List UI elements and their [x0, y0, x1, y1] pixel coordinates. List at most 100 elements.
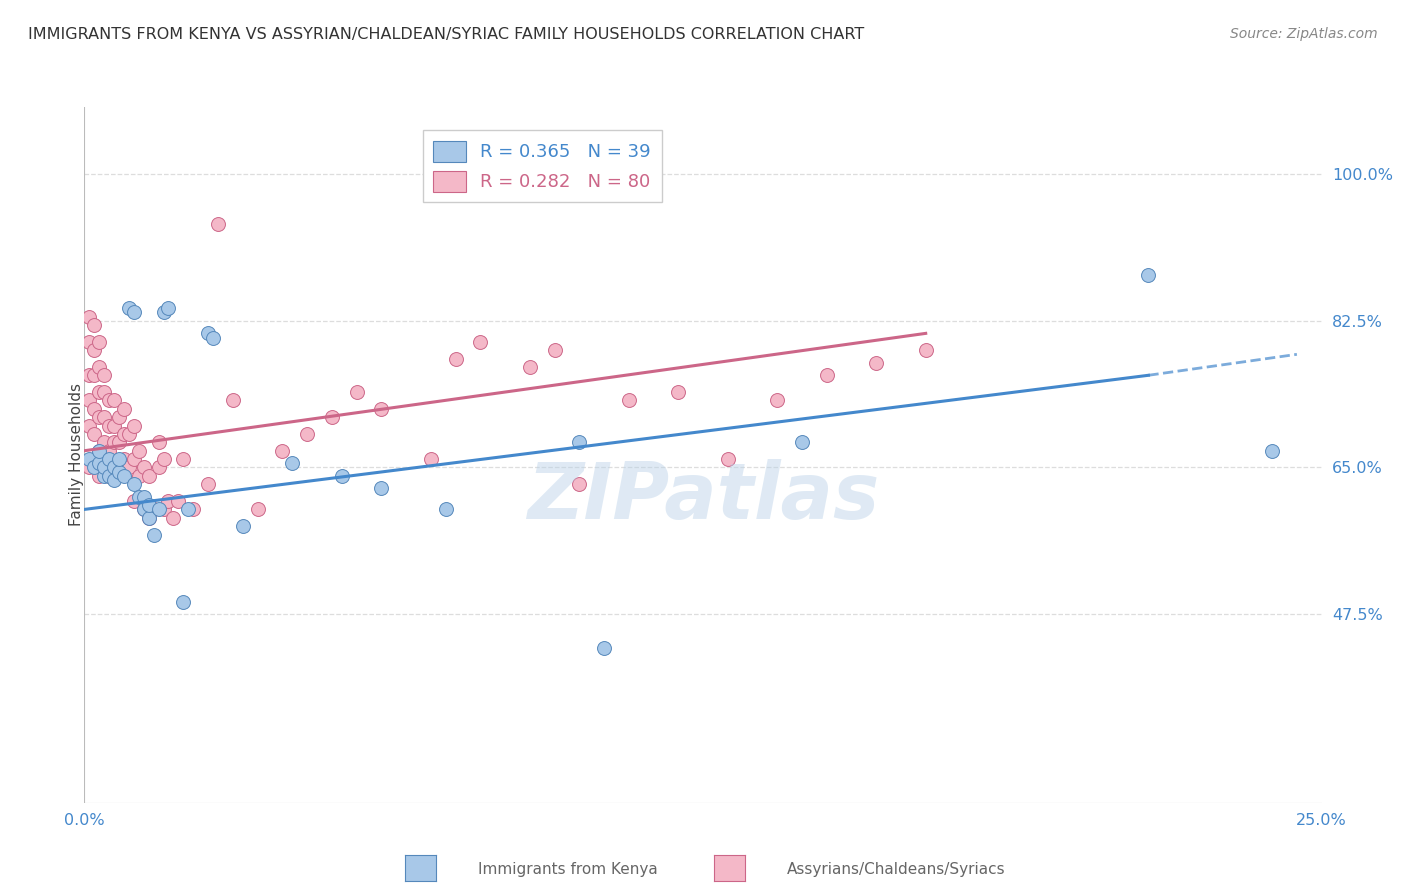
Point: [118, 427, 141, 442]
Point: [321, 410, 343, 425]
Point: [419, 452, 441, 467]
Point: [1137, 268, 1160, 282]
Point: [330, 468, 353, 483]
Point: [568, 435, 591, 450]
Point: [89, 443, 111, 458]
Point: [197, 477, 219, 491]
Point: [132, 502, 155, 516]
Point: [79, 460, 101, 475]
Point: [103, 418, 125, 433]
Point: [122, 477, 145, 491]
Text: Source: ZipAtlas.com: Source: ZipAtlas.com: [1230, 27, 1378, 41]
Point: [766, 393, 789, 408]
Point: [152, 452, 174, 467]
Point: [666, 385, 689, 400]
Point: [118, 301, 141, 316]
Point: [93, 468, 115, 483]
Point: [83, 368, 105, 383]
Point: [370, 401, 392, 416]
Point: [815, 368, 838, 383]
Point: [172, 594, 194, 608]
Point: [89, 410, 111, 425]
Point: [148, 502, 170, 516]
Point: [138, 510, 160, 524]
Point: [132, 502, 155, 516]
Point: [98, 468, 121, 483]
Point: [79, 368, 101, 383]
Point: [346, 385, 368, 400]
Text: ZIPatlas: ZIPatlas: [527, 458, 879, 534]
Point: [103, 460, 125, 475]
Point: [132, 460, 155, 475]
Point: [79, 393, 101, 408]
Point: [108, 460, 131, 475]
Text: Immigrants from Kenya: Immigrants from Kenya: [478, 863, 658, 877]
Point: [79, 452, 101, 467]
Point: [103, 435, 125, 450]
Point: [232, 519, 254, 533]
Point: [202, 330, 225, 344]
Point: [281, 456, 304, 470]
Point: [128, 468, 150, 483]
Point: [89, 334, 111, 349]
Point: [444, 351, 467, 366]
Point: [790, 435, 813, 450]
Point: [112, 401, 135, 416]
Point: [1261, 443, 1284, 458]
Point: [157, 494, 180, 508]
Point: [162, 510, 184, 524]
Point: [128, 490, 150, 504]
Point: [98, 468, 121, 483]
Point: [132, 490, 155, 504]
Point: [138, 510, 160, 524]
Point: [83, 452, 105, 467]
Point: [138, 468, 160, 483]
Point: [122, 494, 145, 508]
Point: [93, 410, 115, 425]
Point: [79, 418, 101, 433]
Point: [83, 401, 105, 416]
Point: [103, 473, 125, 487]
Point: [98, 393, 121, 408]
Point: [122, 418, 145, 433]
Point: [181, 502, 204, 516]
Point: [370, 482, 392, 496]
Legend: R = 0.365   N = 39, R = 0.282   N = 80: R = 0.365 N = 39, R = 0.282 N = 80: [423, 130, 662, 202]
Point: [108, 435, 131, 450]
Point: [93, 435, 115, 450]
Point: [222, 393, 245, 408]
Y-axis label: Family Households: Family Households: [69, 384, 83, 526]
Point: [142, 527, 165, 541]
Point: [108, 410, 131, 425]
Point: [914, 343, 936, 358]
Point: [89, 443, 111, 458]
Point: [108, 452, 131, 467]
Point: [246, 502, 269, 516]
Point: [470, 334, 492, 349]
Point: [89, 359, 111, 374]
Point: [93, 460, 115, 475]
Point: [79, 334, 101, 349]
Point: [148, 460, 170, 475]
Point: [122, 305, 145, 319]
Point: [197, 326, 219, 341]
Point: [865, 356, 887, 370]
Point: [434, 502, 457, 516]
Point: [108, 465, 131, 479]
Point: [89, 468, 111, 483]
Point: [152, 502, 174, 516]
Point: [617, 393, 640, 408]
Point: [93, 385, 115, 400]
Point: [568, 477, 591, 491]
Point: [128, 443, 150, 458]
Point: [93, 460, 115, 475]
Point: [593, 640, 616, 655]
Point: [167, 494, 190, 508]
Point: [93, 368, 115, 383]
Point: [295, 427, 318, 442]
Point: [83, 343, 105, 358]
Point: [83, 427, 105, 442]
Point: [271, 443, 294, 458]
Point: [152, 305, 174, 319]
Point: [112, 468, 135, 483]
